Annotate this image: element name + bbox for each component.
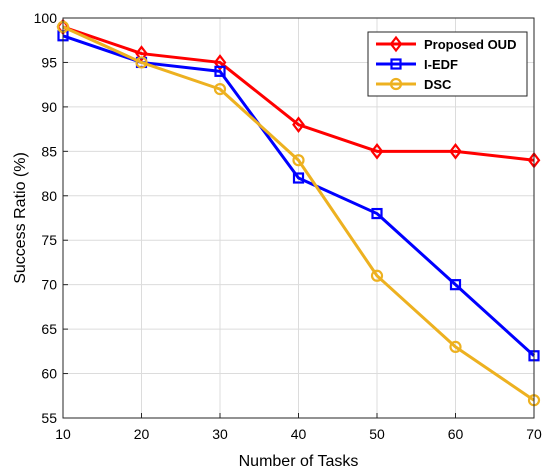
x-tick-label: 40 <box>291 426 307 442</box>
x-tick-label: 70 <box>526 426 542 442</box>
data-point-proposed-oud <box>213 54 227 71</box>
x-tick-label: 60 <box>448 426 464 442</box>
y-tick-label: 100 <box>34 10 58 26</box>
legend-marker-proposed-oud <box>389 35 403 53</box>
data-point-i-edf <box>214 65 226 77</box>
data-point-i-edf <box>449 279 462 291</box>
data-point-i-edf <box>292 172 305 184</box>
data-point-dsc <box>449 340 462 353</box>
legend-marker-i-edf <box>390 58 402 70</box>
series-line-dsc <box>62 25 535 402</box>
y-tick-label: 70 <box>41 277 57 293</box>
x-axis-ticks: 10 20 30 40 50 60 70 <box>55 413 542 442</box>
x-tick-label: 30 <box>212 426 228 442</box>
y-tick-label: 85 <box>41 143 57 159</box>
legend-label-i-edf: I-EDF <box>424 57 458 72</box>
y-tick-label: 80 <box>41 188 57 204</box>
y-tick-label: 75 <box>41 232 57 248</box>
series-dsc <box>56 20 541 407</box>
legend-label-proposed-oud: Proposed OUD <box>424 37 516 52</box>
data-point-dsc <box>135 56 148 69</box>
data-point-proposed-oud <box>449 143 462 160</box>
legend-label-dsc: DSC <box>424 77 452 92</box>
y-tick-label: 65 <box>41 321 57 337</box>
data-point-proposed-oud <box>292 116 305 133</box>
data-point-dsc <box>370 269 384 282</box>
y-tick-label: 90 <box>41 99 57 115</box>
data-point-dsc <box>213 83 227 96</box>
series-line-proposed-oud <box>62 25 535 162</box>
data-point-i-edf <box>371 207 383 220</box>
y-tick-label: 55 <box>41 410 57 426</box>
legend: Proposed OUD I-EDF DSC <box>367 31 528 97</box>
x-tick-label: 20 <box>134 426 150 442</box>
x-tick-label: 50 <box>369 426 385 442</box>
legend-marker-dsc <box>389 77 403 91</box>
y-tick-label: 95 <box>41 54 57 70</box>
legend-item-dsc: DSC <box>376 77 452 92</box>
y-axis-ticks: 55 60 65 70 75 80 85 90 95 100 <box>34 10 68 426</box>
legend-item-i-edf: I-EDF <box>376 57 458 72</box>
legend-item-proposed-oud: Proposed OUD <box>376 35 516 53</box>
x-axis-label: Number of Tasks <box>239 453 359 470</box>
y-tick-label: 60 <box>41 366 57 382</box>
x-tick-label: 10 <box>55 426 71 442</box>
data-point-proposed-oud <box>135 45 148 62</box>
data-point-dsc <box>292 154 305 167</box>
y-axis-label: Success Ratio (%) <box>12 152 29 284</box>
data-point-proposed-oud <box>370 143 384 160</box>
